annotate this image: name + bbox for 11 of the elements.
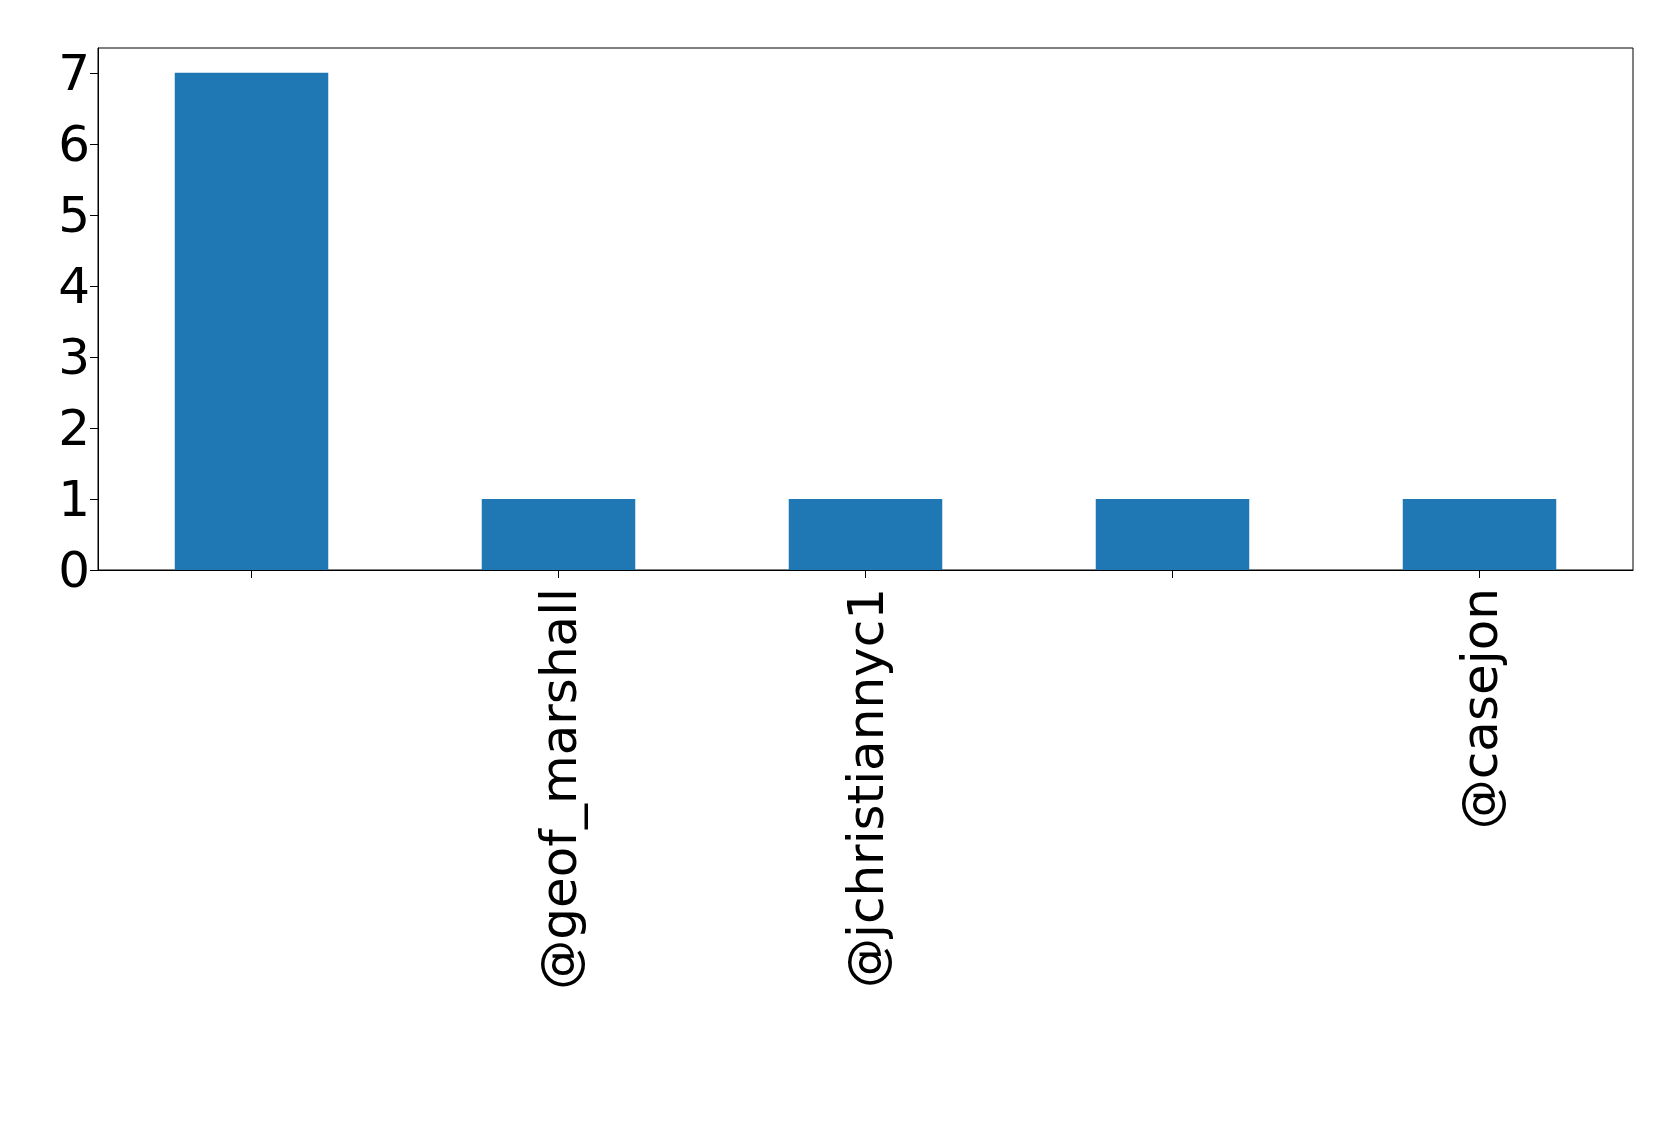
x-tick-label: @geof_marshall: [529, 588, 588, 990]
y-tick-label: 2: [58, 398, 90, 457]
y-tick-label: 4: [58, 256, 90, 315]
x-tick-label: @jchristiannyc1: [836, 588, 895, 988]
y-tick-label: 7: [58, 43, 90, 102]
y-tick-label: 1: [58, 469, 90, 528]
y-tick-label: 3: [58, 327, 90, 386]
y-tick-label: 6: [58, 114, 90, 173]
y-tick-label: 0: [58, 541, 90, 599]
x-tick-label: @casejon: [1450, 588, 1509, 830]
y-tick-label: 5: [58, 185, 90, 244]
